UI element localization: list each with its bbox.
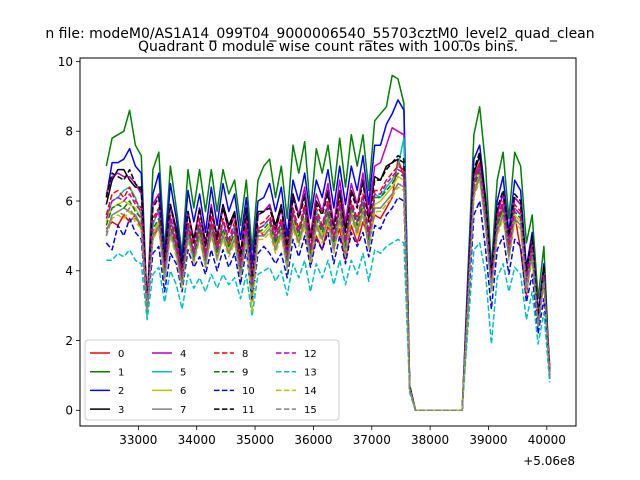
legend-label-0: 0 — [118, 349, 124, 360]
x-tick-label: 35000 — [236, 433, 274, 447]
legend-label-7: 7 — [180, 405, 186, 416]
x-tick-label: 38000 — [411, 433, 449, 447]
x-tick-label: 33000 — [119, 433, 157, 447]
legend-label-2: 2 — [118, 386, 124, 397]
series-line-12 — [105, 165, 551, 412]
y-tick-label: 8 — [65, 125, 73, 139]
series-line-11 — [105, 151, 551, 412]
x-axis-offset-label: +5.06e8 — [523, 454, 575, 468]
x-axis: 33000 34000 35000 36000 37000 38000 39000 40000 — [119, 426, 566, 447]
legend-label-1: 1 — [118, 368, 124, 379]
series-line-10 — [105, 196, 551, 412]
x-tick-label: 40000 — [528, 433, 566, 447]
x-tick-label: 36000 — [294, 433, 332, 447]
plot-frame — [79, 57, 577, 427]
y-axis: 0 2 4 6 8 10 — [58, 55, 80, 418]
y-tick-label: 4 — [65, 264, 73, 278]
legend-label-15: 15 — [304, 405, 317, 416]
legend-box — [84, 339, 340, 421]
figure-suptitle: n file: modeM0/AS1A14_099T04_9000006540_… — [45, 26, 594, 42]
legend-label-13: 13 — [304, 368, 317, 379]
series-line-8 — [105, 161, 551, 412]
legend-label-5: 5 — [180, 368, 186, 379]
series-line-2 — [105, 99, 551, 412]
legend-label-4: 4 — [180, 349, 186, 360]
series-line-15 — [105, 175, 551, 412]
y-tick-label: 10 — [58, 55, 73, 69]
y-tick-label: 2 — [65, 334, 73, 348]
x-tick-label: 39000 — [469, 433, 507, 447]
x-tick-label: 37000 — [353, 433, 391, 447]
x-tick-label: 34000 — [178, 433, 216, 447]
legend-label-6: 6 — [180, 386, 186, 397]
legend-label-3: 3 — [118, 405, 124, 416]
legend-label-9: 9 — [242, 368, 248, 379]
legend-label-12: 12 — [304, 349, 317, 360]
legend-label-14: 14 — [304, 386, 317, 397]
legend-label-11: 11 — [242, 405, 255, 416]
series-layer — [105, 74, 551, 412]
y-tick-label: 0 — [65, 404, 73, 418]
chart-title: Quadrant 0 module wise count rates with … — [138, 39, 518, 55]
legend-label-10: 10 — [242, 386, 255, 397]
y-tick-label: 6 — [65, 194, 73, 208]
series-line-1 — [105, 74, 551, 412]
series-line-13 — [106, 238, 551, 412]
legend-label-8: 8 — [242, 349, 248, 360]
